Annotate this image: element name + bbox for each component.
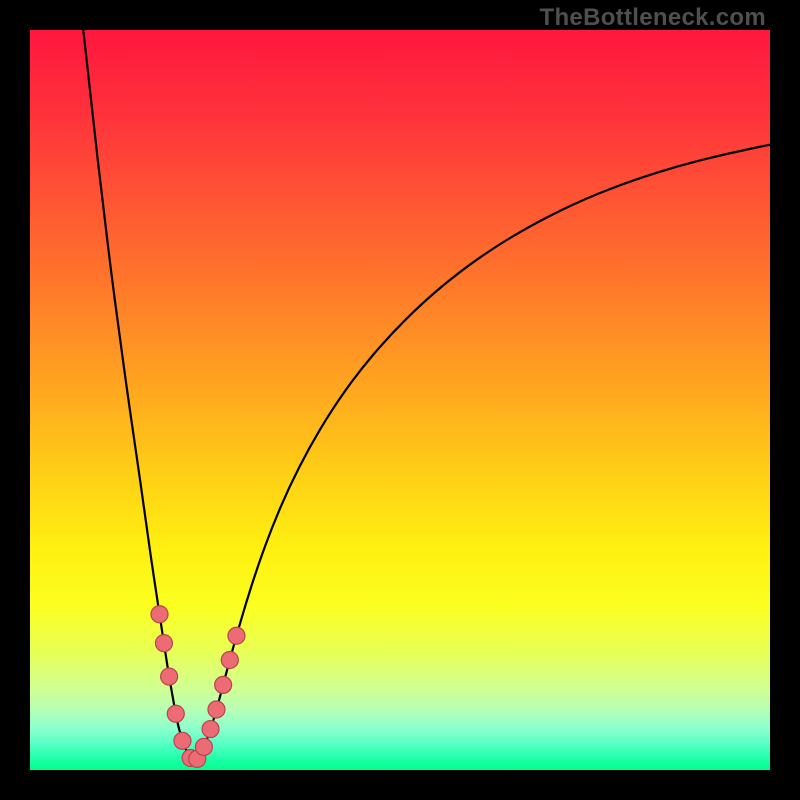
data-marker	[208, 701, 225, 718]
data-marker	[195, 738, 212, 755]
data-marker	[221, 651, 238, 668]
data-marker	[202, 721, 219, 738]
watermark-text: TheBottleneck.com	[540, 4, 766, 32]
data-marker	[167, 705, 184, 722]
plot-area	[30, 30, 770, 770]
data-marker	[161, 668, 178, 685]
data-marker	[215, 676, 232, 693]
data-marker	[151, 606, 168, 623]
curve-layer	[30, 30, 770, 770]
data-markers	[151, 606, 245, 768]
chart-stage: TheBottleneck.com	[0, 0, 800, 800]
data-marker	[155, 635, 172, 652]
data-marker	[174, 732, 191, 749]
bottleneck-curve	[83, 30, 770, 761]
data-marker	[228, 627, 245, 644]
